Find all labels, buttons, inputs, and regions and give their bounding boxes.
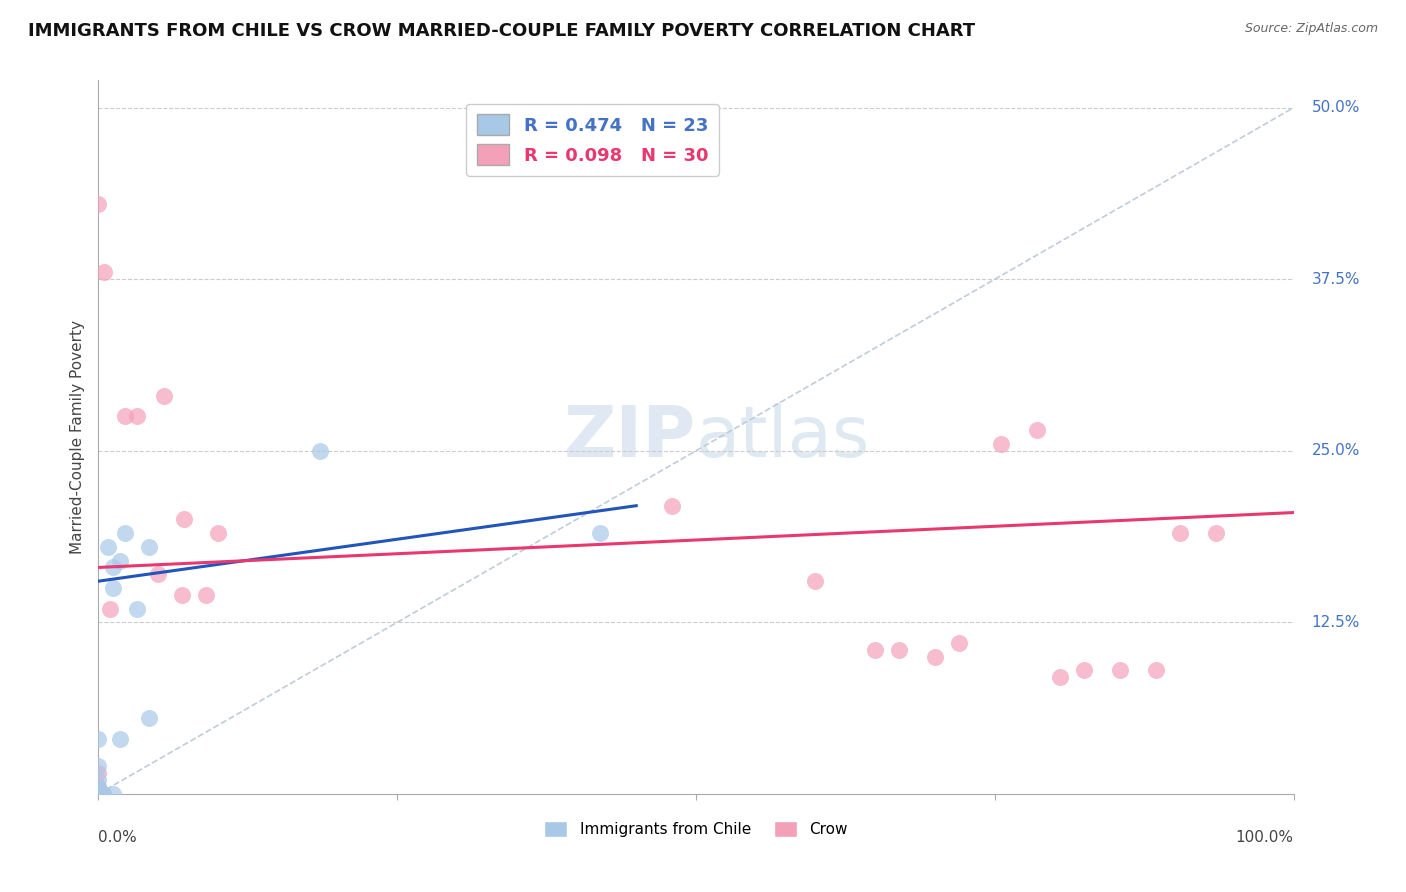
- Point: [125, 409, 148, 424]
- Point: [87, 766, 110, 780]
- Point: [138, 540, 160, 554]
- Point: [148, 567, 170, 582]
- Point: [87, 787, 110, 801]
- Point: [87, 773, 110, 788]
- Point: [990, 437, 1012, 451]
- Point: [108, 731, 131, 746]
- Text: 50.0%: 50.0%: [1312, 100, 1360, 115]
- Point: [889, 642, 911, 657]
- Point: [804, 574, 827, 589]
- Y-axis label: Married-Couple Family Poverty: Married-Couple Family Poverty: [69, 320, 84, 554]
- Legend: Immigrants from Chile, Crow: Immigrants from Chile, Crow: [538, 815, 853, 843]
- Point: [101, 581, 124, 595]
- Text: 12.5%: 12.5%: [1312, 615, 1360, 630]
- Point: [87, 759, 110, 773]
- Point: [138, 711, 160, 725]
- Point: [87, 731, 110, 746]
- Text: 0.0%: 0.0%: [98, 830, 138, 845]
- Point: [87, 787, 110, 801]
- Point: [101, 787, 124, 801]
- Point: [173, 512, 195, 526]
- Point: [101, 560, 124, 574]
- Text: ZIP: ZIP: [564, 402, 696, 472]
- Text: 37.5%: 37.5%: [1312, 272, 1360, 286]
- Point: [87, 787, 110, 801]
- Point: [114, 409, 136, 424]
- Point: [1144, 664, 1167, 678]
- Point: [1025, 423, 1047, 437]
- Point: [865, 642, 887, 657]
- Point: [87, 196, 110, 211]
- Text: Source: ZipAtlas.com: Source: ZipAtlas.com: [1244, 22, 1378, 36]
- Point: [87, 780, 110, 794]
- Point: [661, 499, 683, 513]
- Point: [1073, 664, 1095, 678]
- Point: [97, 540, 120, 554]
- Point: [91, 787, 114, 801]
- Point: [87, 787, 110, 801]
- Point: [195, 588, 218, 602]
- Point: [125, 601, 148, 615]
- Point: [91, 787, 114, 801]
- Point: [1205, 526, 1227, 541]
- Point: [93, 265, 115, 279]
- Text: 100.0%: 100.0%: [1236, 830, 1294, 845]
- Point: [87, 787, 110, 801]
- Point: [948, 636, 970, 650]
- Point: [91, 787, 114, 801]
- Point: [172, 588, 194, 602]
- Text: atlas: atlas: [696, 402, 870, 472]
- Text: 25.0%: 25.0%: [1312, 443, 1360, 458]
- Point: [98, 601, 122, 615]
- Point: [1109, 664, 1132, 678]
- Point: [308, 443, 330, 458]
- Point: [87, 780, 110, 794]
- Point: [1049, 670, 1071, 684]
- Point: [589, 526, 612, 541]
- Point: [87, 787, 110, 801]
- Point: [1168, 526, 1191, 541]
- Point: [114, 526, 136, 541]
- Text: IMMIGRANTS FROM CHILE VS CROW MARRIED-COUPLE FAMILY POVERTY CORRELATION CHART: IMMIGRANTS FROM CHILE VS CROW MARRIED-CO…: [28, 22, 976, 40]
- Point: [153, 389, 176, 403]
- Point: [924, 649, 946, 664]
- Point: [207, 526, 229, 541]
- Point: [87, 787, 110, 801]
- Point: [108, 553, 131, 567]
